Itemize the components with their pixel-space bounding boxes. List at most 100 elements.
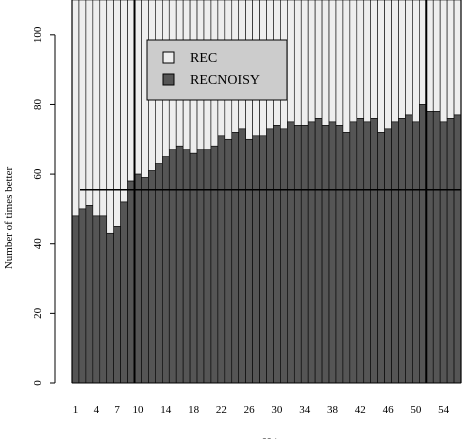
x-tick-label-7: 7 — [114, 404, 120, 416]
bar-recnoisy-36 — [314, 118, 323, 384]
bar-recnoisy-54 — [439, 121, 448, 384]
bar-recnoisy-33 — [293, 125, 302, 384]
bar-recnoisy-23 — [224, 138, 233, 384]
bar-recnoisy-14 — [162, 156, 170, 384]
bar-recnoisy-20 — [203, 149, 212, 384]
bar-recnoisy-47 — [391, 121, 399, 384]
bar-rec-32 — [287, 0, 295, 123]
bar-recnoisy-21 — [210, 145, 219, 384]
bar-recnoisy-41 — [349, 121, 358, 384]
x-tick-label-50: 50 — [410, 404, 422, 416]
legend-label-recnoisy: RECNOISY — [190, 73, 260, 88]
x-tick-label-14: 14 — [160, 404, 172, 416]
bar-rec-53 — [432, 0, 441, 112]
bar-recnoisy-32 — [287, 121, 295, 384]
bar-recnoisy-8 — [120, 201, 128, 384]
legend-swatch-rec — [162, 51, 175, 64]
bar-rec-43 — [363, 0, 371, 123]
bar-recnoisy-39 — [335, 125, 344, 384]
x-tick-label-4: 4 — [94, 404, 100, 416]
bar-recnoisy-10 — [134, 173, 142, 384]
bar-recnoisy-12 — [148, 170, 156, 384]
bar-recnoisy-42 — [356, 118, 365, 384]
bar-recnoisy-27 — [252, 135, 260, 384]
bar-rec-5 — [99, 0, 108, 217]
y-tick-label-0: 0 — [32, 380, 44, 386]
bar-recnoisy-4 — [92, 215, 101, 384]
bar-recnoisy-22 — [217, 135, 226, 384]
bar-recnoisy-26 — [245, 138, 253, 384]
bar-rec-35 — [307, 0, 316, 123]
y-tick-label-80: 80 — [32, 98, 44, 110]
bar-rec-49 — [405, 0, 413, 116]
y-tick-label-40: 40 — [32, 238, 44, 250]
bar-rec-41 — [349, 0, 358, 123]
bar-rec-8 — [120, 0, 128, 203]
y-tick-label-20: 20 — [32, 307, 44, 319]
y-axis-label: Number of times better — [3, 167, 15, 270]
bar-recnoisy-3 — [85, 205, 94, 384]
x-tick-label-10: 10 — [132, 404, 144, 416]
bar-recnoisy-53 — [432, 111, 441, 384]
bar-rec-52 — [425, 0, 434, 112]
bar-rec-42 — [356, 0, 365, 119]
bar-recnoisy-37 — [321, 125, 330, 384]
x-axis: 1 4 7 10 14 18 22 26 30 34 38 42 46 50 54 — [73, 404, 450, 416]
bar-rec-10 — [134, 0, 142, 175]
bar-recnoisy-29 — [266, 128, 274, 384]
bar-rec-47 — [391, 0, 399, 123]
x-tick-label-22: 22 — [216, 404, 227, 416]
bar-recnoisy-52 — [425, 111, 434, 384]
bar-rec-7 — [113, 0, 121, 227]
bar-rec-45 — [377, 0, 385, 133]
bar-rec-56 — [453, 0, 462, 116]
bar-recnoisy-15 — [168, 149, 177, 384]
bar-rec-54 — [439, 0, 448, 123]
bar-recnoisy-28 — [259, 135, 267, 384]
bar-recnoisy-43 — [363, 121, 371, 384]
bar-recnoisy-9 — [127, 180, 135, 384]
bar-rec-51 — [419, 0, 427, 105]
legend-label-rec: REC — [190, 51, 217, 66]
bar-recnoisy-44 — [370, 118, 378, 384]
bar-recnoisy-7 — [113, 226, 121, 384]
bar-recnoisy-50 — [412, 121, 420, 384]
bar-recnoisy-25 — [238, 128, 246, 384]
x-tick-label-54: 54 — [438, 404, 450, 416]
bar-rec-48 — [398, 0, 406, 119]
bar-recnoisy-34 — [300, 125, 309, 384]
legend-box — [146, 39, 288, 101]
bar-rec-44 — [370, 0, 378, 119]
x-tick-label-26: 26 — [244, 404, 256, 416]
bar-rec-1 — [71, 0, 80, 217]
bar-recnoisy-55 — [446, 118, 455, 384]
bar-recnoisy-46 — [384, 128, 392, 384]
bar-recnoisy-31 — [280, 128, 288, 384]
bar-recnoisy-38 — [328, 121, 337, 384]
bar-recnoisy-51 — [419, 104, 427, 384]
bar-recnoisy-17 — [182, 149, 191, 384]
bar-recnoisy-56 — [453, 114, 462, 384]
bar-recnoisy-5 — [99, 215, 108, 384]
bar-recnoisy-1 — [71, 215, 80, 384]
bar-rec-55 — [446, 0, 455, 119]
bar-rec-2 — [78, 0, 87, 210]
bar-rec-4 — [92, 0, 101, 217]
bar-rec-9 — [127, 0, 135, 182]
x-axis-label: H i — [263, 435, 279, 439]
bar-rec-39 — [335, 0, 344, 126]
bar-rec-37 — [321, 0, 330, 126]
bar-recnoisy-16 — [175, 145, 184, 384]
legend-swatch-recnoisy — [162, 73, 175, 86]
bar-recnoisy-35 — [307, 121, 316, 384]
x-tick-label-34: 34 — [299, 404, 311, 416]
bar-recnoisy-48 — [398, 118, 406, 384]
bar-recnoisy-2 — [78, 208, 87, 384]
bar-rec-3 — [85, 0, 94, 206]
bar-recnoisy-24 — [231, 132, 240, 384]
bar-recnoisy-30 — [273, 125, 281, 384]
y-tick-label-100: 100 — [32, 26, 44, 43]
bar-recnoisy-11 — [141, 177, 149, 384]
bar-rec-6 — [106, 0, 114, 234]
